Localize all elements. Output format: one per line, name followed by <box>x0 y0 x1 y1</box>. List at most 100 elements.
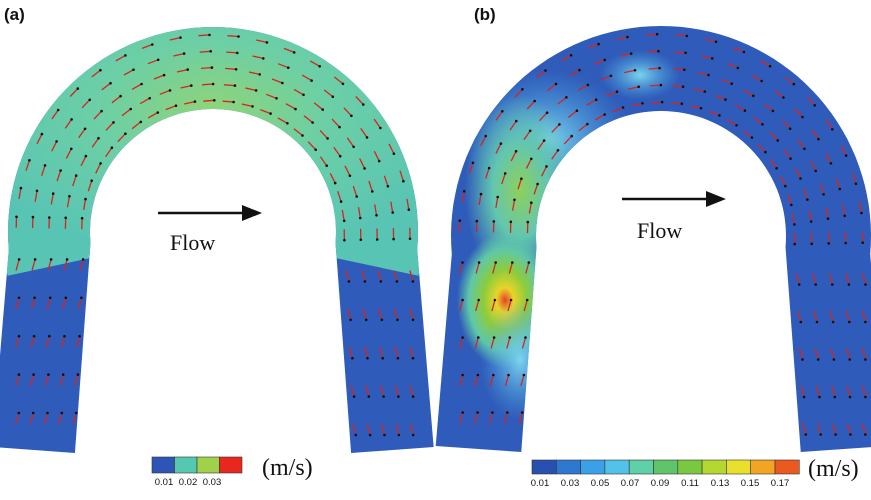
velocity-vector <box>489 374 494 387</box>
velocity-vector-head <box>782 96 785 99</box>
velocity-vector <box>256 39 268 44</box>
velocity-vector <box>675 34 687 37</box>
velocity-vector-head <box>586 122 589 126</box>
velocity-vector <box>506 337 511 349</box>
velocity-vector-head <box>530 201 533 204</box>
velocity-vector <box>83 198 87 211</box>
velocity-vector-head <box>629 52 633 55</box>
velocity-vector <box>265 93 277 99</box>
velocity-vector-head <box>718 114 721 117</box>
velocity-vector-head <box>526 220 530 224</box>
velocity-vector-head <box>367 395 371 398</box>
velocity-vector-head <box>621 106 625 109</box>
velocity-vector <box>715 94 726 101</box>
velocity-vector-head <box>597 42 600 46</box>
velocity-vector-head <box>88 98 91 102</box>
velocity-vector-head <box>525 298 529 302</box>
velocity-vector <box>508 262 513 274</box>
velocity-vector <box>672 85 684 88</box>
velocity-vector <box>62 297 67 309</box>
velocity-vector <box>806 96 816 106</box>
velocity-vector-head <box>801 358 804 361</box>
velocity-vector <box>509 120 517 131</box>
velocity-vector <box>248 71 260 76</box>
velocity-vector-head <box>28 159 31 162</box>
velocity-vector <box>473 412 479 424</box>
velocity-vector <box>586 99 597 106</box>
velocity-vector-head <box>351 356 354 360</box>
velocity-vector-head <box>210 66 214 69</box>
velocity-vector-head <box>33 296 36 300</box>
velocity-vector <box>60 336 66 348</box>
velocity-vector-head <box>775 167 778 170</box>
velocity-vector-head <box>789 157 792 160</box>
velocity-vector-head <box>17 334 21 338</box>
velocity-vector-head <box>83 127 87 131</box>
velocity-vector <box>510 150 517 162</box>
velocity-vector <box>751 75 763 82</box>
velocity-vector <box>331 118 340 128</box>
velocity-vector-head <box>458 219 462 222</box>
velocity-vector-head <box>578 68 581 72</box>
velocity-vector <box>225 67 237 70</box>
velocity-vector <box>361 270 366 282</box>
velocity-vector-head <box>302 93 305 97</box>
velocity-vector <box>313 102 324 111</box>
velocity-vector <box>15 374 20 386</box>
velocity-vector <box>828 273 833 285</box>
velocity-vector-head <box>234 68 238 71</box>
velocity-vector-head <box>179 36 182 39</box>
velocity-vector-head <box>31 411 35 415</box>
velocity-vector <box>845 310 850 323</box>
velocity-vector <box>343 107 352 117</box>
velocity-vector <box>835 178 841 190</box>
velocity-vector <box>359 158 366 169</box>
velocity-vector-head <box>476 373 480 377</box>
velocity-vector-head <box>68 195 71 198</box>
velocity-vector-head <box>341 82 345 86</box>
velocity-vector-head <box>554 82 558 86</box>
velocity-vector-head <box>860 211 863 215</box>
colorbar-cell <box>750 459 776 475</box>
velocity-vector <box>51 109 59 120</box>
velocity-vector-head <box>475 219 479 223</box>
velocity-vector <box>388 143 395 154</box>
velocity-vector-head <box>109 81 112 85</box>
velocity-vector-head <box>186 68 189 71</box>
velocity-vector <box>567 110 578 119</box>
velocity-vector-head <box>190 84 193 87</box>
velocity-vector-head <box>51 192 55 195</box>
velocity-vector-head <box>838 187 842 191</box>
velocity-vector <box>30 336 35 348</box>
velocity-vector <box>812 273 817 285</box>
velocity-vector-head <box>476 411 479 414</box>
velocity-vector-head <box>520 411 524 414</box>
velocity-vector-head <box>829 162 833 165</box>
velocity-vector-head <box>364 318 368 322</box>
velocity-vector <box>30 297 36 309</box>
velocity-vector-head <box>788 127 792 130</box>
velocity-vector <box>468 162 474 174</box>
velocity-vector-head <box>655 32 659 36</box>
velocity-vector-head <box>377 159 381 163</box>
velocity-vector-head <box>162 73 166 77</box>
velocity-vector <box>25 160 31 171</box>
velocity-vector-head <box>392 152 396 155</box>
velocity-vector <box>393 308 399 320</box>
velocity-vector <box>352 423 357 436</box>
velocity-vector <box>690 105 702 109</box>
velocity-vector-head <box>397 433 401 437</box>
velocity-vector <box>578 123 588 132</box>
velocity-vector-head <box>129 107 132 111</box>
velocity-vector <box>551 149 559 160</box>
velocity-vector <box>734 104 746 112</box>
velocity-vector-head <box>84 197 87 201</box>
velocity-vector <box>673 68 685 71</box>
velocity-vector-head <box>383 433 386 437</box>
velocity-vector <box>165 105 177 111</box>
velocity-vector-head <box>633 68 637 72</box>
velocity-vector-head <box>100 109 103 113</box>
velocity-vector <box>817 423 822 435</box>
velocity-vector-head <box>809 220 813 223</box>
velocity-vector <box>795 273 800 285</box>
